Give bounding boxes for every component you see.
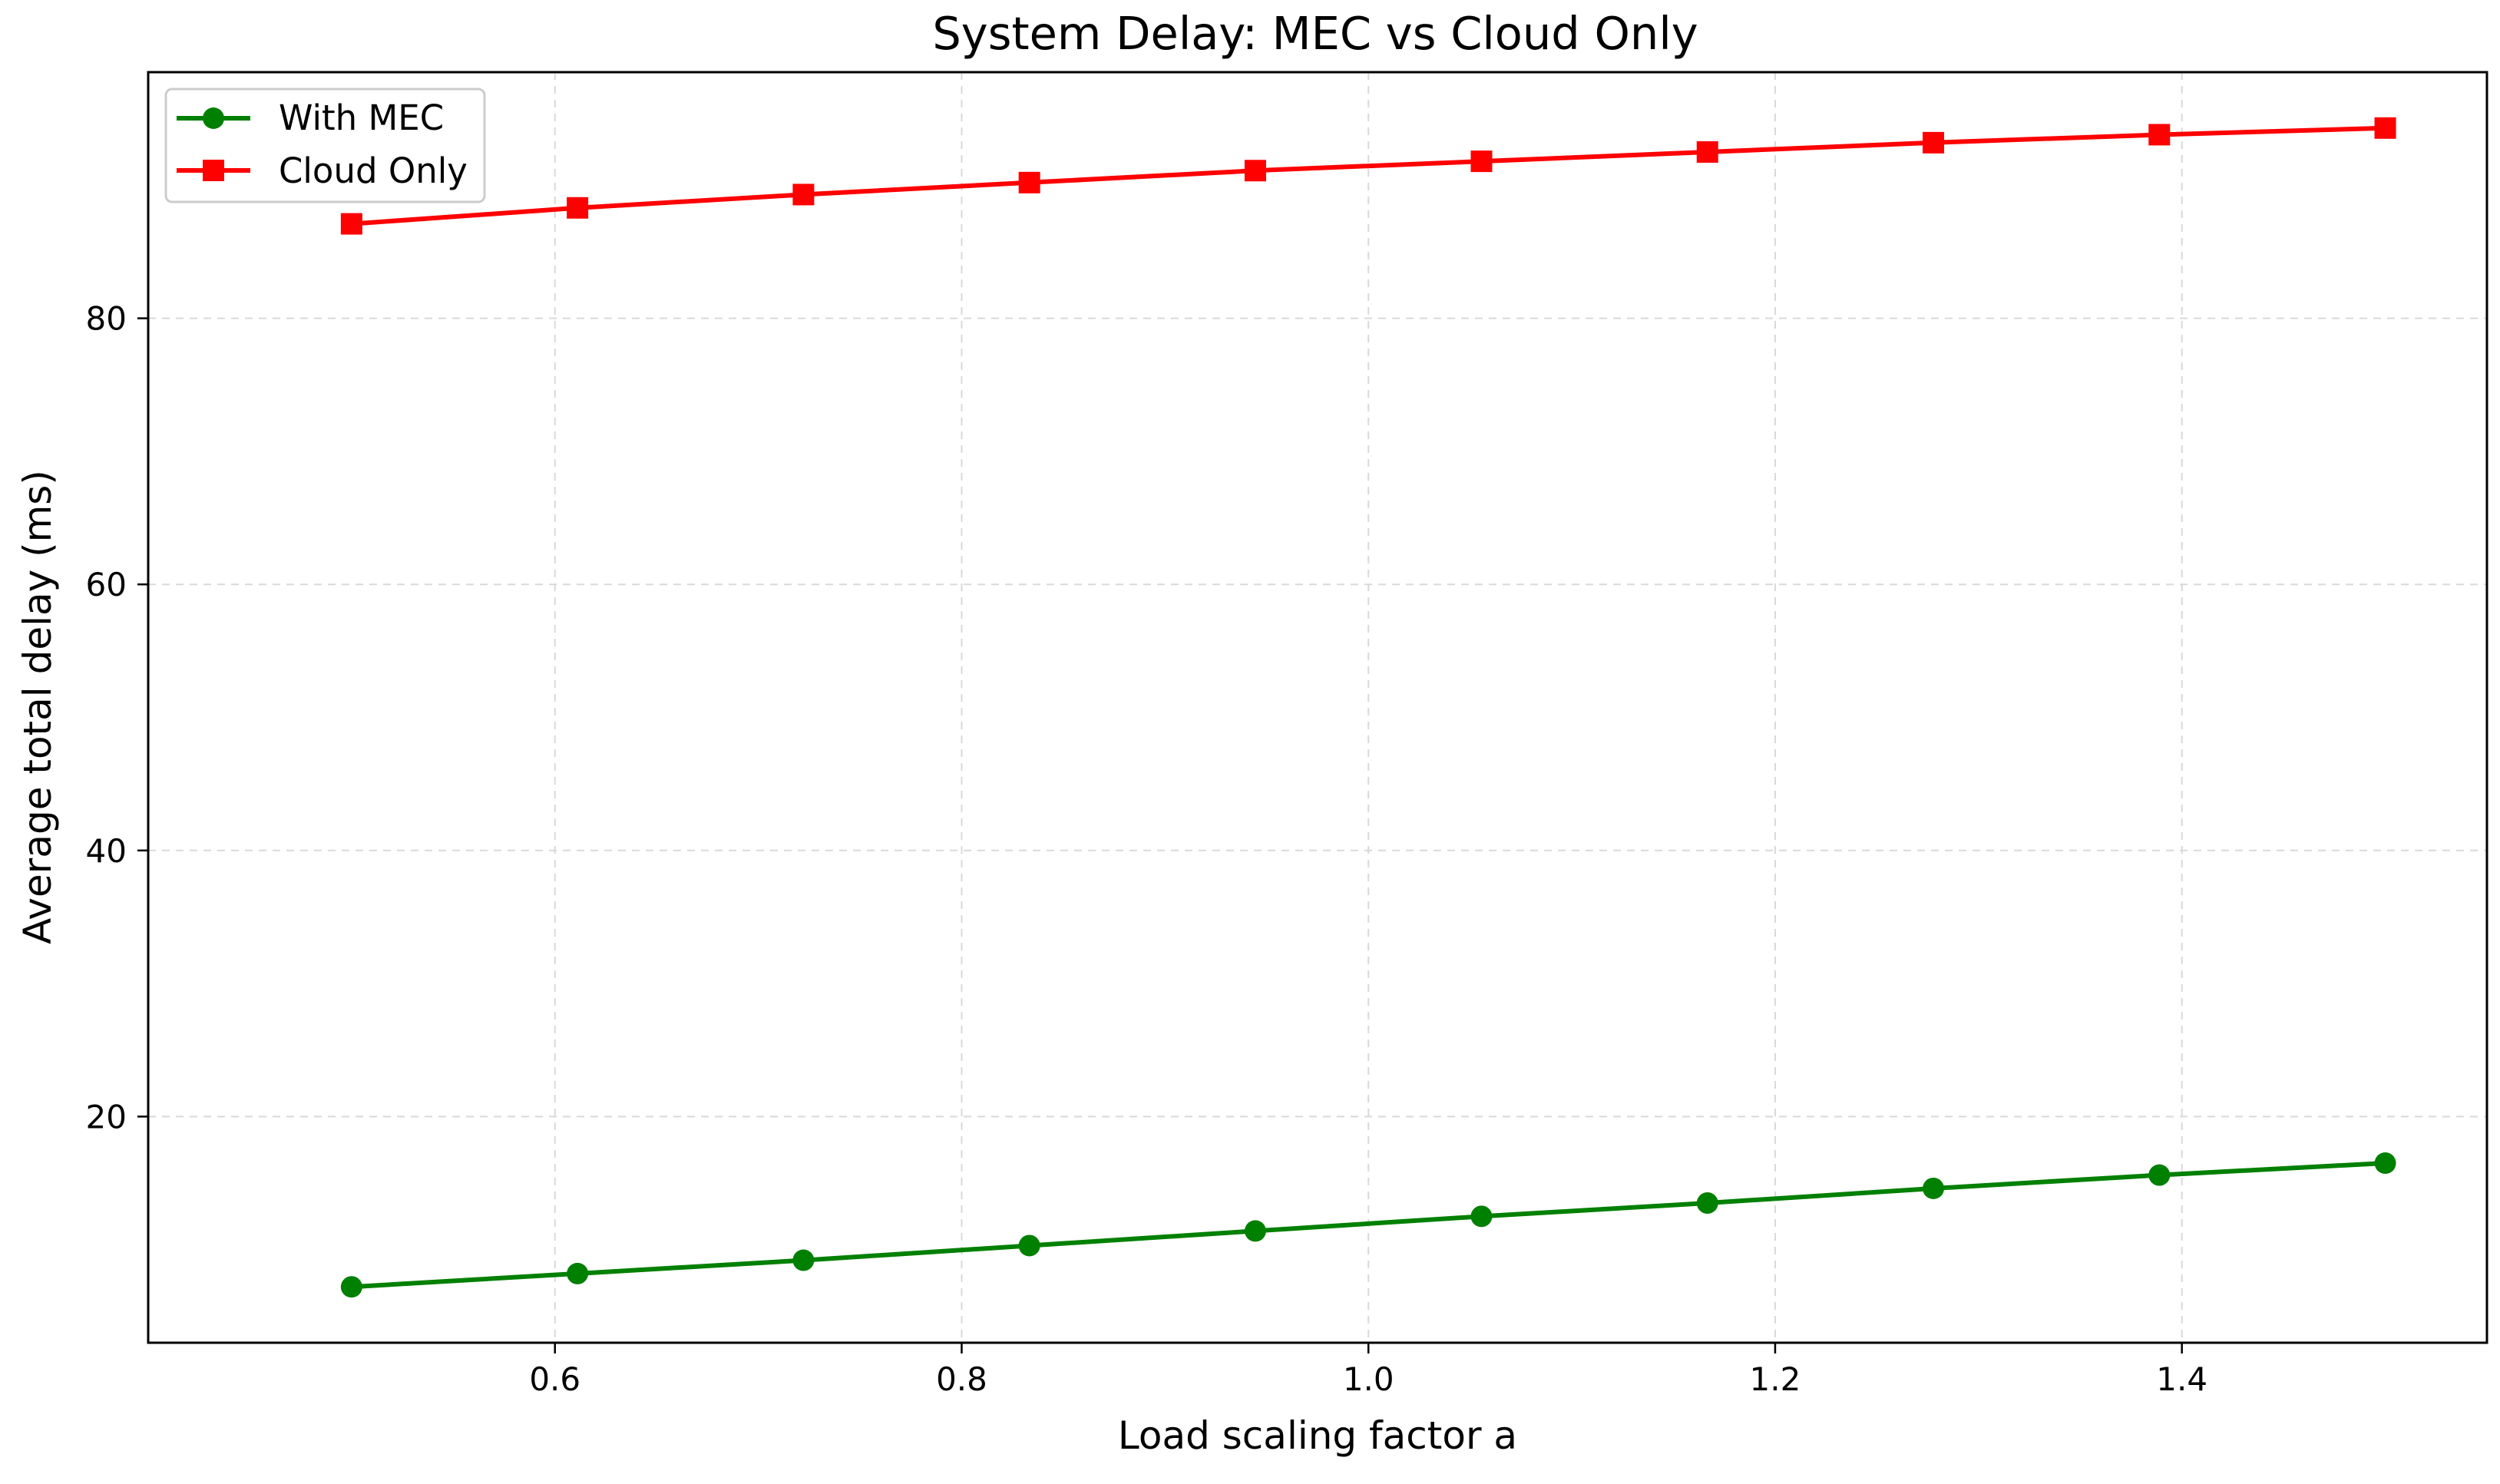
data-point — [567, 1262, 589, 1284]
plot-frame — [147, 71, 2488, 1344]
legend: With MEC Cloud Only — [164, 88, 486, 203]
data-point — [1244, 160, 1266, 182]
y-tick-label: 20 — [86, 1098, 127, 1135]
data-point — [792, 1249, 815, 1271]
data-point — [1470, 150, 1493, 173]
legend-item-cloud-only: Cloud Only — [177, 150, 468, 191]
data-point — [1018, 171, 1040, 193]
data-point — [1470, 1205, 1493, 1228]
data-point — [1018, 1234, 1040, 1257]
x-tick-label: 1.0 — [1343, 1360, 1394, 1398]
data-point — [2374, 1152, 2396, 1175]
series-line — [349, 1161, 2388, 1290]
x-tick-label: 1.2 — [1750, 1360, 1801, 1398]
legend-swatch-marker — [203, 107, 224, 129]
data-point — [1923, 131, 1945, 154]
series-with-mec — [340, 1152, 2396, 1298]
data-point — [2148, 124, 2171, 146]
chart-title: System Delay: MEC vs Cloud Only — [932, 7, 1698, 60]
data-point — [1696, 1192, 1718, 1215]
data-point — [792, 183, 815, 206]
data-point — [340, 213, 362, 235]
y-tick-label: 80 — [86, 300, 127, 338]
data-point — [1696, 140, 1718, 163]
series-layer — [340, 117, 2396, 1298]
data-point — [2148, 1164, 2171, 1186]
series-cloud-only — [340, 117, 2396, 235]
data-point — [1923, 1177, 1945, 1199]
data-point — [2374, 117, 2396, 139]
data-point — [567, 197, 589, 219]
series-line — [349, 125, 2388, 226]
ticks-layer: 0.6 0.8 1.0 1.2 1.4 20 40 60 80 — [86, 300, 2208, 1398]
x-tick-label: 0.8 — [936, 1360, 987, 1398]
grid-layer — [148, 72, 2487, 1343]
x-axis-label: Load scaling factor a — [1118, 1413, 1517, 1458]
legend-item-with-mec: With MEC — [177, 98, 444, 138]
x-tick-label: 0.6 — [529, 1360, 580, 1398]
y-tick-label: 40 — [86, 832, 127, 870]
legend-swatch-marker — [203, 160, 224, 181]
y-axis-label: Average total delay (ms) — [15, 470, 60, 944]
y-tick-label: 60 — [86, 566, 127, 603]
x-tick-label: 1.4 — [2156, 1360, 2207, 1398]
data-point — [1244, 1220, 1266, 1242]
legend-label: Cloud Only — [279, 150, 468, 191]
legend-label: With MEC — [279, 98, 444, 138]
data-point — [340, 1276, 362, 1298]
